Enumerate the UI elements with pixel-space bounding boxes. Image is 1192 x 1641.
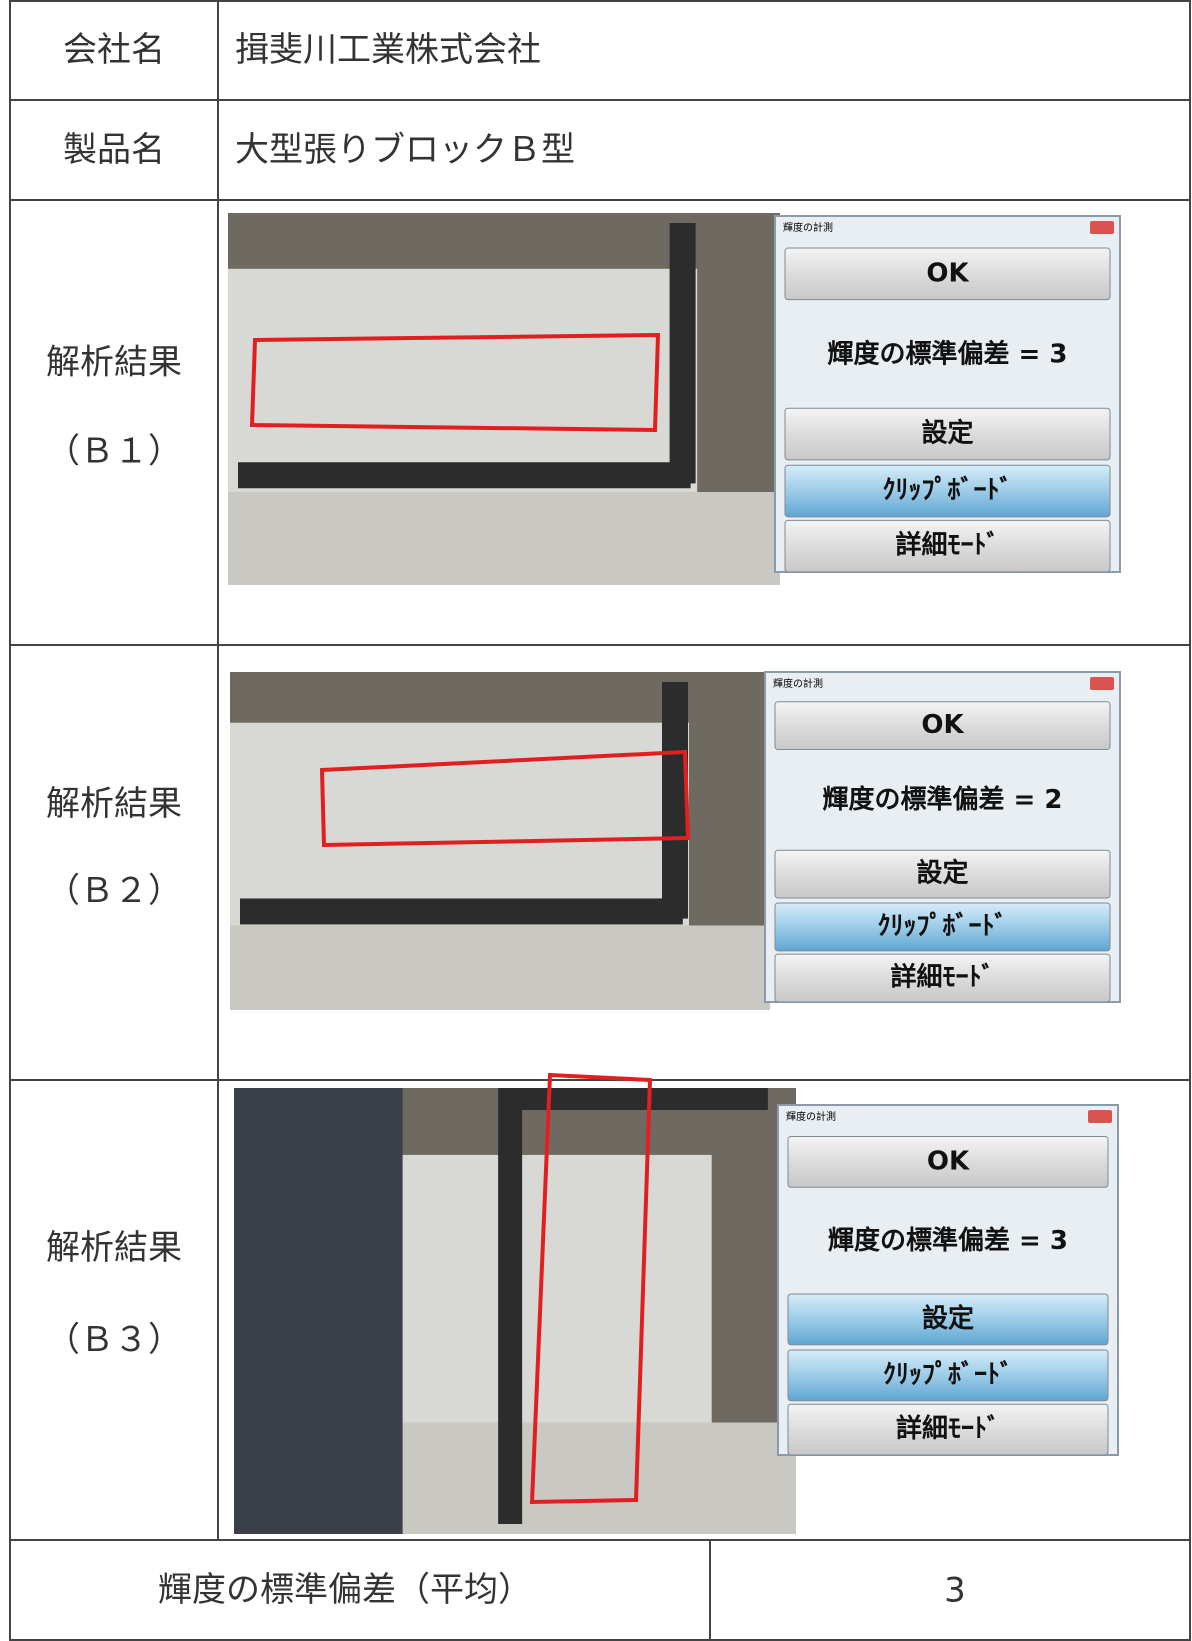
shadow (234, 1088, 403, 1534)
std-dev-result: 輝度の標準偏差 = 2 (823, 784, 1063, 815)
button (784, 464, 1111, 518)
row-label: 会社名 (63, 30, 165, 70)
row-label: （Ｂ３） (46, 1320, 182, 1360)
button-label: ｸﾘｯﾌﾟﾎﾞｰﾄﾞ (883, 1359, 1013, 1390)
button-label: 設定 (916, 858, 968, 889)
footer-label: 輝度の標準偏差（平均） (158, 1570, 532, 1610)
ruler (240, 898, 683, 925)
close-button (1090, 221, 1114, 234)
button-label: OK (927, 1146, 970, 1176)
button-label: 設定 (921, 418, 973, 449)
row-label: （Ｂ２） (46, 871, 182, 911)
dialog-title: 輝度の計測 (783, 221, 833, 234)
button (784, 519, 1111, 573)
button-label: OK (926, 258, 969, 288)
row-label: （Ｂ１） (46, 432, 182, 472)
button-label: 詳細ﾓｰﾄﾞ (890, 962, 994, 993)
ruler (498, 1088, 523, 1524)
measure-area (529, 1072, 653, 1505)
row-label: 解析結果 (46, 1228, 182, 1268)
button-label: 設定 (922, 1303, 974, 1334)
button (784, 407, 1111, 461)
button-label: ｸﾘｯﾌﾟﾎﾞｰﾄﾞ (877, 910, 1007, 941)
std-dev-result: 輝度の標準偏差 = 3 (828, 338, 1068, 369)
block (228, 268, 698, 492)
table-lines (10, 1, 1190, 1640)
button (787, 1403, 1109, 1456)
dialog-title: 輝度の計測 (786, 1110, 836, 1123)
button-label: 詳細ﾓｰﾄﾞ (895, 530, 999, 561)
row-value: 揖斐川工業株式会社 (235, 30, 541, 70)
button (787, 1293, 1109, 1346)
ruler (669, 223, 696, 484)
measure-area (319, 749, 691, 848)
button (784, 247, 1111, 301)
footer-value: 3 (944, 1571, 966, 1611)
row-value: 大型張りブロックＢ型 (235, 130, 575, 170)
row-label: 製品名 (63, 130, 165, 170)
button (774, 902, 1111, 952)
button (774, 849, 1111, 899)
dialog-title: 輝度の計測 (773, 677, 823, 690)
measure-area (249, 332, 661, 433)
block (230, 722, 689, 926)
ruler (515, 1088, 768, 1110)
ruler (662, 682, 688, 919)
button (774, 953, 1111, 1003)
block-lower (228, 492, 780, 585)
close-button (1088, 1110, 1112, 1123)
table-border (9, 0, 1191, 1641)
block-lower (230, 925, 770, 1010)
button-label: 詳細ﾓｰﾄﾞ (896, 1413, 1000, 1444)
button-label: ｸﾘｯﾌﾟﾎﾞｰﾄﾞ (882, 475, 1012, 506)
button (774, 701, 1111, 751)
button (787, 1349, 1109, 1402)
button (787, 1136, 1109, 1188)
std-dev-result: 輝度の標準偏差 = 3 (828, 1225, 1068, 1256)
close-button (1090, 677, 1114, 690)
ruler (238, 462, 691, 489)
button-label: OK (921, 710, 964, 740)
row-label: 解析結果 (46, 784, 182, 824)
row-label: 解析結果 (46, 343, 182, 383)
